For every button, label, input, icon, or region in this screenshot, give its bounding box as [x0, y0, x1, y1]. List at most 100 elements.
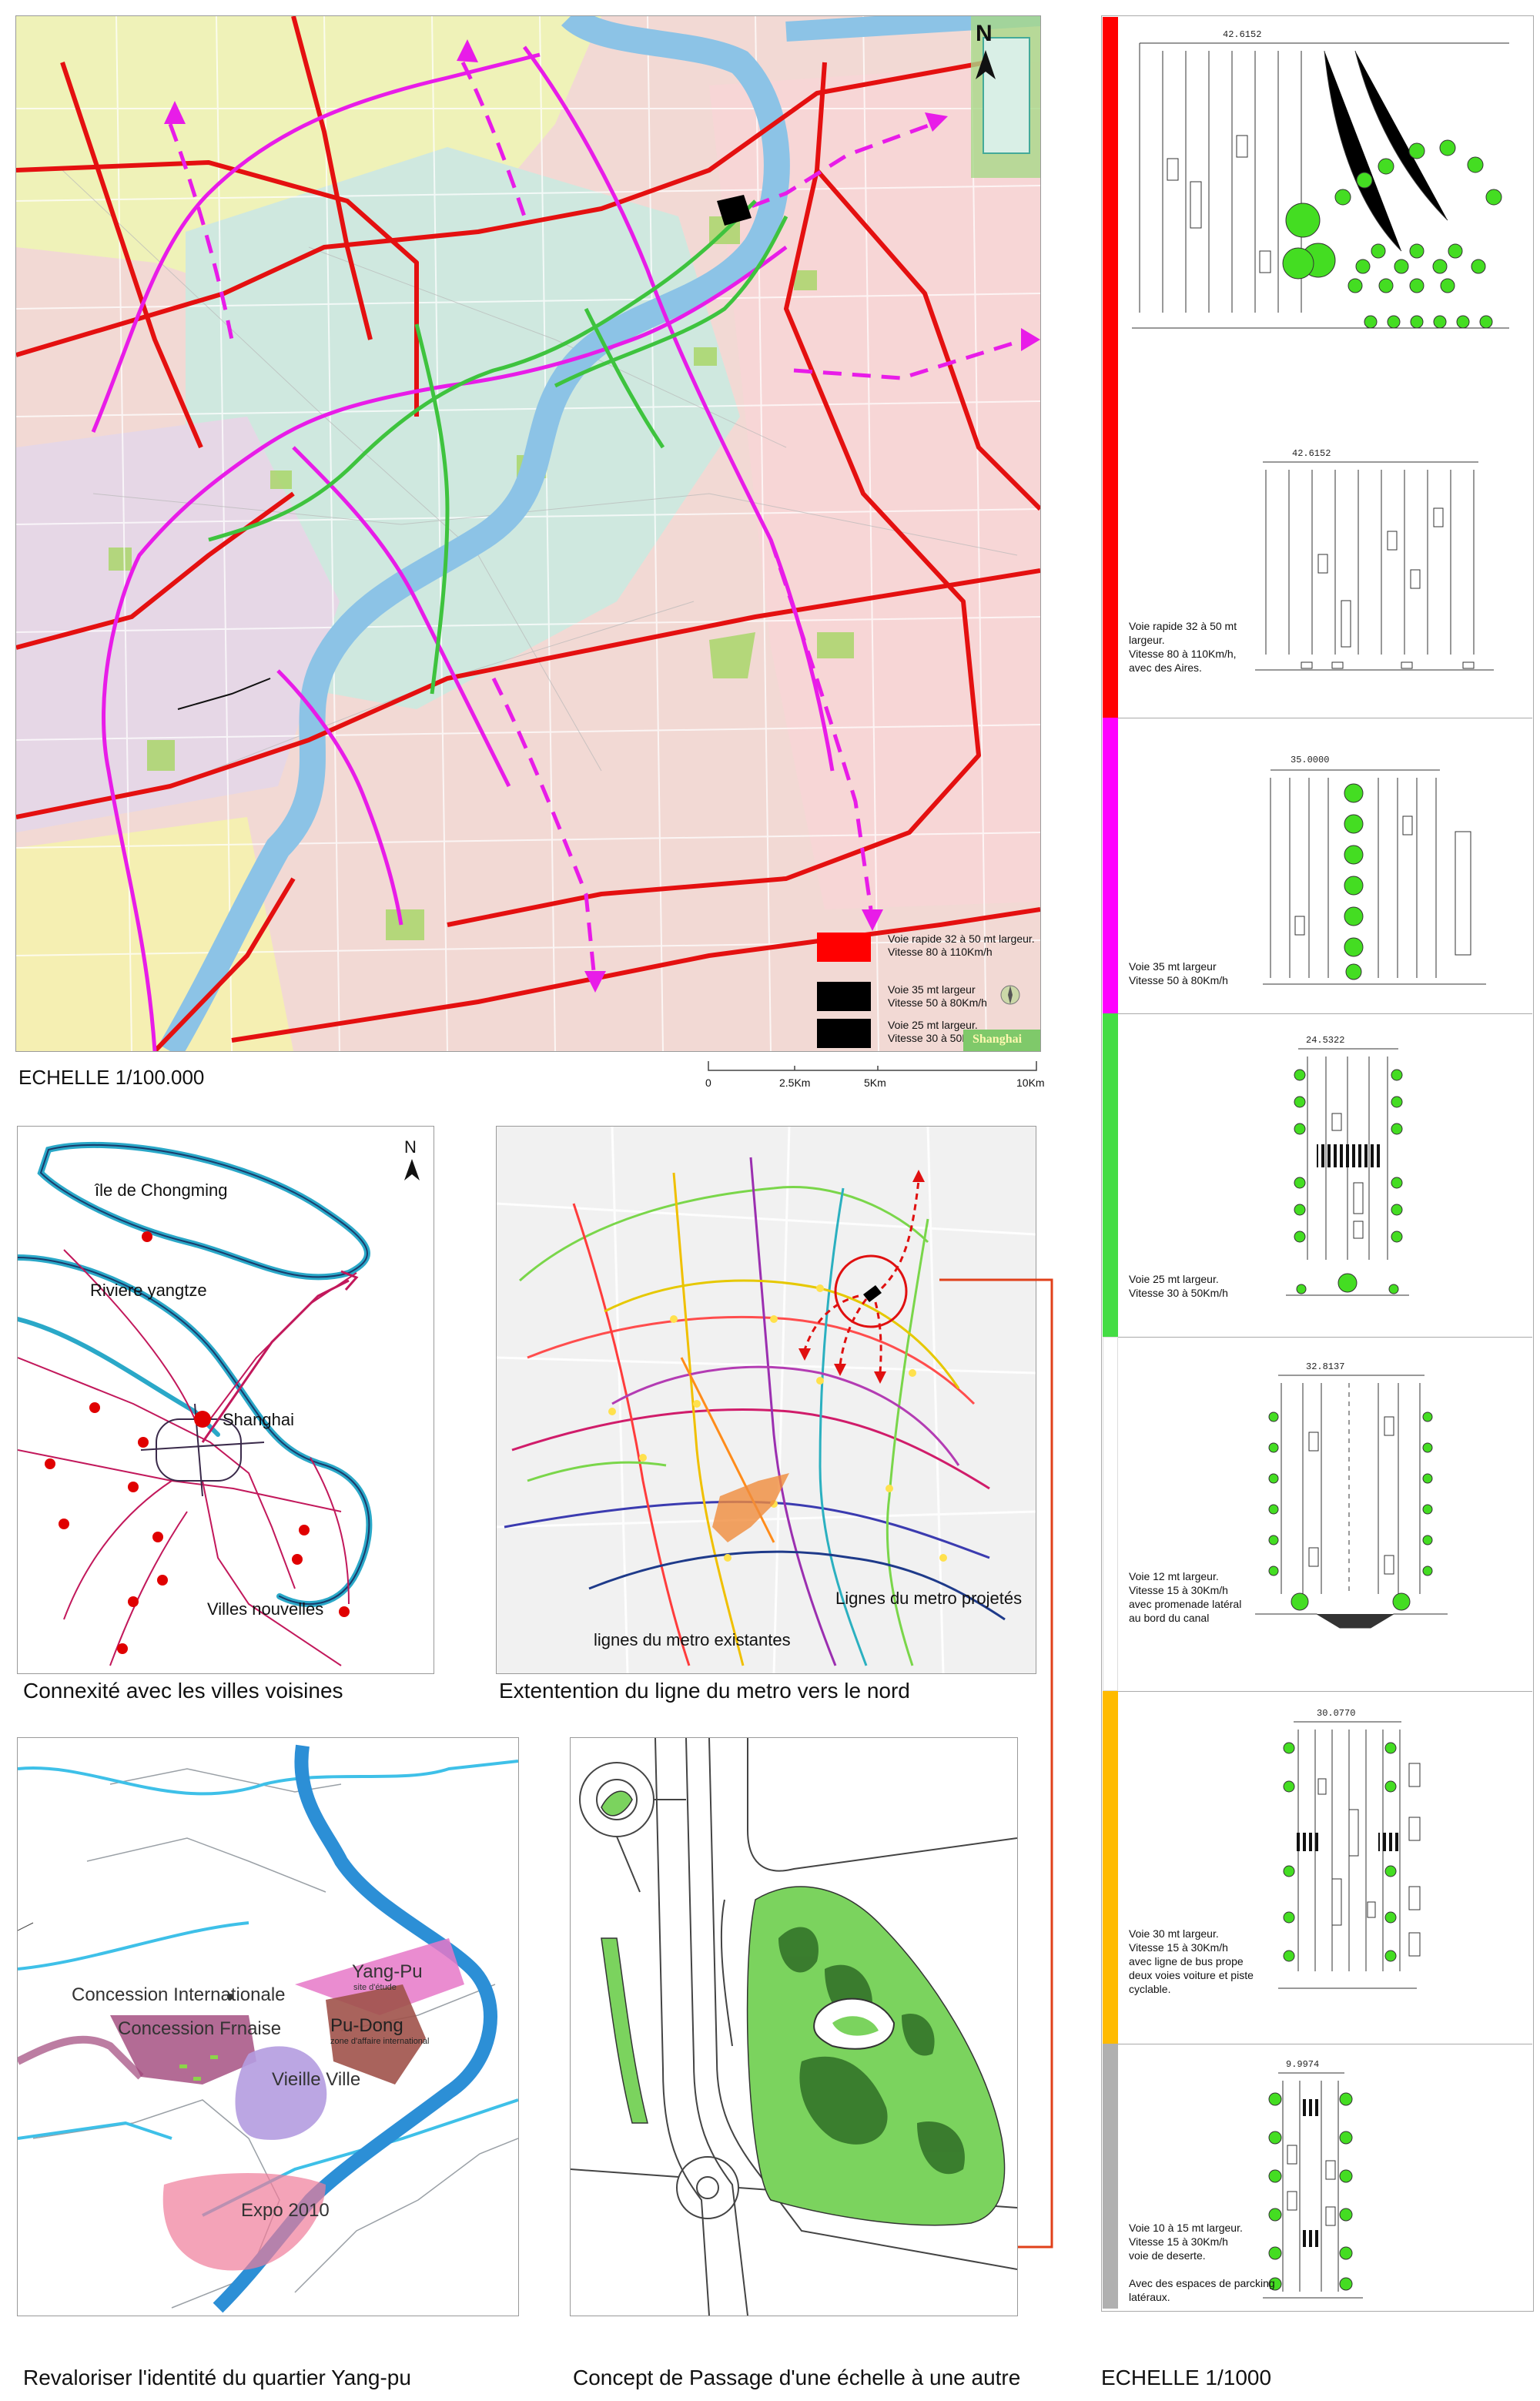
city-map[interactable]: N Voie rapide 32 à 50 mt largeur. Vitess… — [15, 15, 1041, 1052]
map-legend: Voie rapide 32 à 50 mt largeur. Vitesse … — [802, 925, 1035, 1048]
section-25m: 24.5322 — [1286, 1035, 1409, 1296]
city-map-svg — [16, 16, 1040, 1051]
legend-text-expressway: Voie rapide 32 à 50 mt largeur. Vitesse … — [888, 933, 1035, 958]
text-line: latéraux. — [1129, 2291, 1170, 2303]
label-chongming: île de Chongming — [95, 1180, 228, 1200]
text-line: Vitesse 15 à 30Km/h — [1129, 1584, 1228, 1596]
label-concession-int: Concession Internationale — [72, 1984, 286, 2005]
text-line: Vitesse 50 à 80Km/h — [1129, 974, 1228, 986]
text-line: Voie 10 à 15 mt largeur. — [1129, 2222, 1243, 2234]
text-line: avec des Aires. — [1129, 661, 1202, 674]
section-text-12m: Voie 12 mt largeur. Vitesse 15 à 30Km/h … — [1129, 1569, 1241, 1625]
metro-caption: Extentention du ligne du metro vers le n… — [499, 1679, 910, 1703]
sections-column-border — [1101, 15, 1534, 2312]
label-shanghai: Shanghai — [223, 1410, 294, 1429]
section-35m: 35.0000 — [1263, 755, 1486, 985]
identity-map-svg — [18, 1744, 518, 2313]
north-label: N — [976, 21, 993, 46]
identity-map[interactable]: Concession Internationale Concession Frn… — [17, 1737, 519, 2316]
section-text-35m: Voie 35 mt largeur Vitesse 50 à 80Km/h — [1129, 959, 1228, 987]
text-line: au bord du canal — [1129, 1612, 1210, 1624]
section-30m-bus: 30.0770 — [1278, 1708, 1421, 1989]
text-line: deux voies voiture et piste — [1129, 1969, 1254, 1981]
scale-tick-2-5: 2.5Km — [779, 1077, 811, 1089]
metro-map[interactable]: Lignes du metro projetés lignes du metro… — [496, 1126, 1036, 1674]
label-concession-fr: Concession Frnaise — [118, 2018, 282, 2039]
section-text-expressway: Voie rapide 32 à 50 mt largeur. Vitesse … — [1129, 619, 1237, 675]
section-expressway-cross: 42.6152 — [1255, 448, 1494, 671]
legend-swatch-expressway — [817, 933, 871, 962]
concept-sketch[interactable] — [570, 1737, 1018, 2316]
colorbar-magenta — [1103, 718, 1118, 1013]
metro-map-svg — [497, 1127, 1036, 1673]
legend-swatch-25m — [817, 1019, 871, 1048]
scale-tick-10: 10Km — [1016, 1077, 1045, 1089]
brand-label: Shanghai — [973, 1033, 1023, 1046]
colorbar-grey — [1103, 2044, 1118, 2309]
text-line: cyclable. — [1129, 1983, 1171, 1995]
connexity-north-arrow-icon — [404, 1159, 420, 1180]
concept-sketch-svg — [571, 1738, 1017, 2316]
connexity-caption: Connexité avec les villes voisines — [23, 1679, 343, 1703]
text-line: Voie rapide 32 à 50 mt — [1129, 620, 1237, 632]
north-arrow-icon — [976, 50, 996, 79]
section-text-30m: Voie 30 mt largeur. Vitesse 15 à 30Km/h … — [1129, 1927, 1254, 1996]
connexity-map[interactable]: île de Chongming Riviere yangtze Shangha… — [17, 1126, 434, 1674]
dim-10m: 9.9974 — [1286, 2059, 1319, 2070]
dim-12m: 32.8137 — [1306, 1361, 1344, 1372]
section-divider — [1118, 1337, 1532, 1338]
label-metro-existing: lignes du metro existantes — [594, 1630, 791, 1649]
colorbar-white — [1103, 1337, 1118, 1691]
label-pudong-sub: zone d'affaire international — [330, 2037, 430, 2046]
dim-25m: 24.5322 — [1306, 1035, 1344, 1046]
section-expressway-plan: 42.6152 — [1132, 29, 1509, 329]
label-yangtze: Riviere yangtze — [90, 1281, 207, 1300]
section-text-25m: Voie 25 mt largeur. Vitesse 30 à 50Km/h — [1129, 1272, 1228, 1300]
colorbar-green — [1103, 1013, 1118, 1337]
label-new-towns: Villes nouvelles — [207, 1599, 324, 1619]
connexity-north-label: N — [404, 1137, 417, 1157]
section-divider — [1118, 1013, 1532, 1014]
section-12m-canal: 32.8137 — [1255, 1361, 1448, 1629]
legend-swatch-35m — [817, 982, 871, 1011]
text-line: Voie 12 mt largeur. — [1129, 1570, 1219, 1582]
text-line: Vitesse 80 à 110Km/h, — [1129, 648, 1237, 660]
text-line: Voie 35 mt largeur — [1129, 960, 1217, 973]
connexity-map-svg — [18, 1141, 373, 1666]
compass-rose-icon — [1000, 985, 1020, 1005]
scale-tick-5: 5Km — [864, 1077, 886, 1089]
text-line: avec promenade latéral — [1129, 1598, 1242, 1610]
legend-text-25m: Voie 25 mt largeur. Vitesse 30 à 50Km/h — [888, 1019, 987, 1044]
legend-text-35m: Voie 35 mt largeur Vitesse 50 à 80Km/h — [888, 983, 987, 1009]
text-line: Vitesse 15 à 30Km/h — [1129, 2235, 1228, 2248]
label-old-town: Vieille Ville — [272, 2069, 361, 2090]
text-line: Voie 30 mt largeur. — [1129, 1927, 1219, 1940]
label-yangpu-sub: site d'étude — [353, 1983, 397, 1992]
text-line: Voie 25 mt largeur. — [1129, 1273, 1219, 1285]
brand-strip: Shanghai — [963, 1030, 1040, 1051]
label-yangpu: Yang-Pu — [352, 1961, 423, 1982]
label-expo: Expo 2010 — [241, 2200, 330, 2221]
label-metro-projected: Lignes du metro projetés — [835, 1589, 1023, 1608]
scale-bar-line — [708, 1061, 1037, 1071]
text-line: Vitesse 30 à 50Km/h — [1129, 1287, 1228, 1299]
section-10m-service: 9.9974 — [1263, 2059, 1363, 2299]
scale-bar: 0 2.5Km 5Km 10Km — [705, 1060, 1045, 1098]
text-line: avec ligne de bus prope — [1129, 1955, 1244, 1967]
sections-scale-label: ECHELLE 1/1000 — [1101, 2366, 1272, 2389]
colorbar-red — [1103, 17, 1118, 718]
main-scale-label: ECHELLE 1/100.000 — [18, 1066, 205, 1089]
dim-expressway-cross: 42.6152 — [1292, 448, 1331, 459]
dim-30m: 30.0770 — [1317, 1708, 1355, 1719]
identity-caption: Revaloriser l'identité du quartier Yang-… — [23, 2366, 411, 2389]
dim-expressway-plan: 42.6152 — [1223, 29, 1261, 40]
text-line: largeur. — [1129, 634, 1165, 646]
text-line: Vitesse 15 à 30Km/h — [1129, 1941, 1228, 1954]
concept-caption: Concept de Passage d'une échelle à une a… — [573, 2366, 1021, 2389]
text-line: Avec des espaces de parcking — [1129, 2277, 1275, 2289]
text-line: voie de deserte. — [1129, 2249, 1206, 2262]
scale-tick-0: 0 — [705, 1077, 711, 1089]
dim-35m: 35.0000 — [1291, 755, 1329, 765]
colorbar-orange — [1103, 1691, 1118, 2044]
text-line — [1129, 2262, 1275, 2276]
